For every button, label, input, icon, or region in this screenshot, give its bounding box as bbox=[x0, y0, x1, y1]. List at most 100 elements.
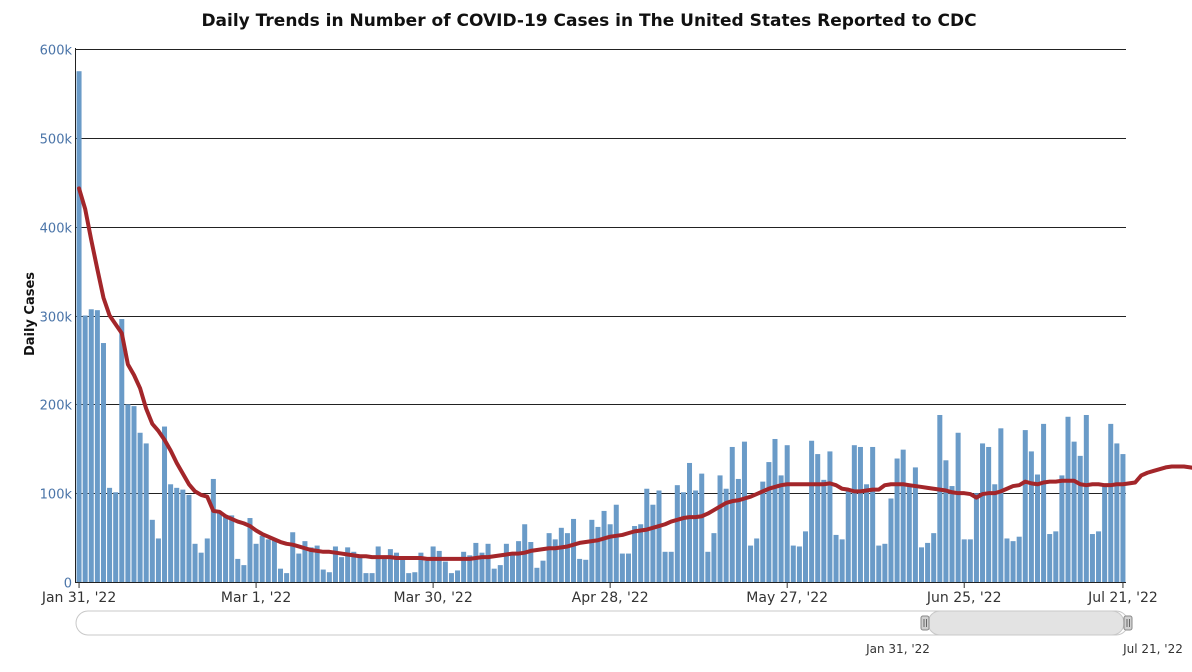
bar[interactable] bbox=[662, 551, 668, 582]
bar[interactable] bbox=[827, 451, 833, 582]
bar[interactable] bbox=[931, 533, 937, 582]
bar[interactable] bbox=[210, 478, 216, 582]
bar[interactable] bbox=[735, 478, 741, 582]
bar[interactable] bbox=[809, 440, 815, 582]
navigator-left-handle[interactable] bbox=[920, 615, 930, 631]
bar[interactable] bbox=[1059, 475, 1065, 582]
bar[interactable] bbox=[1053, 531, 1059, 582]
bar[interactable] bbox=[357, 555, 363, 582]
bar[interactable] bbox=[961, 539, 967, 582]
bar[interactable] bbox=[259, 535, 265, 582]
bar[interactable] bbox=[326, 572, 332, 582]
bar[interactable] bbox=[973, 493, 979, 582]
bar[interactable] bbox=[229, 515, 235, 583]
bar[interactable] bbox=[790, 545, 796, 582]
bar[interactable] bbox=[1041, 423, 1047, 582]
bar[interactable] bbox=[1034, 474, 1040, 582]
bar[interactable] bbox=[693, 490, 699, 583]
bar[interactable] bbox=[393, 552, 399, 582]
bar[interactable] bbox=[516, 541, 522, 582]
bar[interactable] bbox=[290, 532, 296, 582]
bar[interactable] bbox=[906, 486, 912, 582]
bar[interactable] bbox=[803, 531, 809, 582]
bar[interactable] bbox=[656, 490, 662, 583]
bar[interactable] bbox=[583, 559, 589, 582]
bar[interactable] bbox=[174, 487, 180, 582]
bar[interactable] bbox=[888, 498, 894, 583]
bar[interactable] bbox=[748, 545, 754, 582]
bar[interactable] bbox=[424, 560, 430, 582]
bar[interactable] bbox=[131, 406, 137, 582]
bar[interactable] bbox=[381, 556, 387, 582]
bar[interactable] bbox=[1102, 484, 1108, 582]
bar[interactable] bbox=[430, 546, 436, 582]
bar[interactable] bbox=[845, 490, 851, 583]
bar[interactable] bbox=[815, 454, 821, 582]
bar[interactable] bbox=[162, 426, 168, 582]
bar[interactable] bbox=[82, 315, 88, 583]
bar[interactable] bbox=[387, 549, 393, 582]
navigator-right-handle[interactable] bbox=[1123, 615, 1133, 631]
bar[interactable] bbox=[302, 541, 308, 582]
bar[interactable] bbox=[180, 489, 186, 582]
bar[interactable] bbox=[857, 446, 863, 582]
bar[interactable] bbox=[882, 543, 888, 582]
bar[interactable] bbox=[497, 565, 503, 582]
bar[interactable] bbox=[100, 343, 106, 582]
bar[interactable] bbox=[943, 460, 949, 582]
bar[interactable] bbox=[577, 558, 583, 582]
bar[interactable] bbox=[912, 467, 918, 582]
bar[interactable] bbox=[113, 492, 119, 582]
bar[interactable] bbox=[632, 526, 638, 582]
bar[interactable] bbox=[711, 533, 717, 582]
bar[interactable] bbox=[1108, 423, 1114, 582]
bar[interactable] bbox=[332, 546, 338, 582]
bar[interactable] bbox=[107, 487, 113, 582]
bar[interactable] bbox=[925, 542, 931, 582]
bar[interactable] bbox=[668, 551, 674, 582]
bar[interactable] bbox=[369, 573, 375, 582]
bar[interactable] bbox=[436, 550, 442, 582]
bar[interactable] bbox=[796, 546, 802, 582]
bar[interactable] bbox=[247, 518, 253, 582]
bar[interactable] bbox=[168, 484, 174, 582]
bar[interactable] bbox=[125, 404, 131, 582]
bar[interactable] bbox=[1004, 538, 1010, 582]
bar[interactable] bbox=[601, 510, 607, 582]
bar[interactable] bbox=[772, 438, 778, 582]
bar[interactable] bbox=[552, 539, 558, 582]
bar[interactable] bbox=[876, 545, 882, 582]
bar[interactable] bbox=[870, 446, 876, 582]
bar[interactable] bbox=[674, 485, 680, 582]
bar[interactable] bbox=[723, 488, 729, 582]
bar[interactable] bbox=[503, 543, 509, 582]
bar[interactable] bbox=[595, 526, 601, 582]
bar[interactable] bbox=[546, 533, 552, 582]
bar[interactable] bbox=[442, 561, 448, 582]
bar[interactable] bbox=[1016, 536, 1022, 582]
bar[interactable] bbox=[143, 443, 149, 582]
bar[interactable] bbox=[1010, 541, 1016, 582]
bar[interactable] bbox=[955, 432, 961, 582]
bar[interactable] bbox=[241, 565, 247, 582]
bar[interactable] bbox=[821, 479, 827, 582]
bar[interactable] bbox=[296, 553, 302, 582]
bar[interactable] bbox=[778, 475, 784, 582]
bar[interactable] bbox=[94, 310, 100, 582]
bar[interactable] bbox=[339, 557, 345, 582]
bar[interactable] bbox=[619, 553, 625, 582]
bar[interactable] bbox=[571, 518, 577, 582]
bar[interactable] bbox=[406, 573, 412, 582]
bar[interactable] bbox=[320, 569, 326, 582]
bar[interactable] bbox=[589, 519, 595, 582]
bar[interactable] bbox=[625, 553, 631, 582]
bar[interactable] bbox=[1114, 443, 1120, 582]
range-navigator[interactable]: Jan 31, '22 Jul 21, '22 bbox=[75, 610, 1183, 656]
bar[interactable] bbox=[705, 551, 711, 582]
bar[interactable] bbox=[467, 555, 473, 582]
bar[interactable] bbox=[1022, 430, 1028, 582]
bar[interactable] bbox=[949, 486, 955, 582]
bar[interactable] bbox=[699, 473, 705, 582]
bar[interactable] bbox=[839, 539, 845, 582]
bar[interactable] bbox=[1077, 455, 1083, 582]
